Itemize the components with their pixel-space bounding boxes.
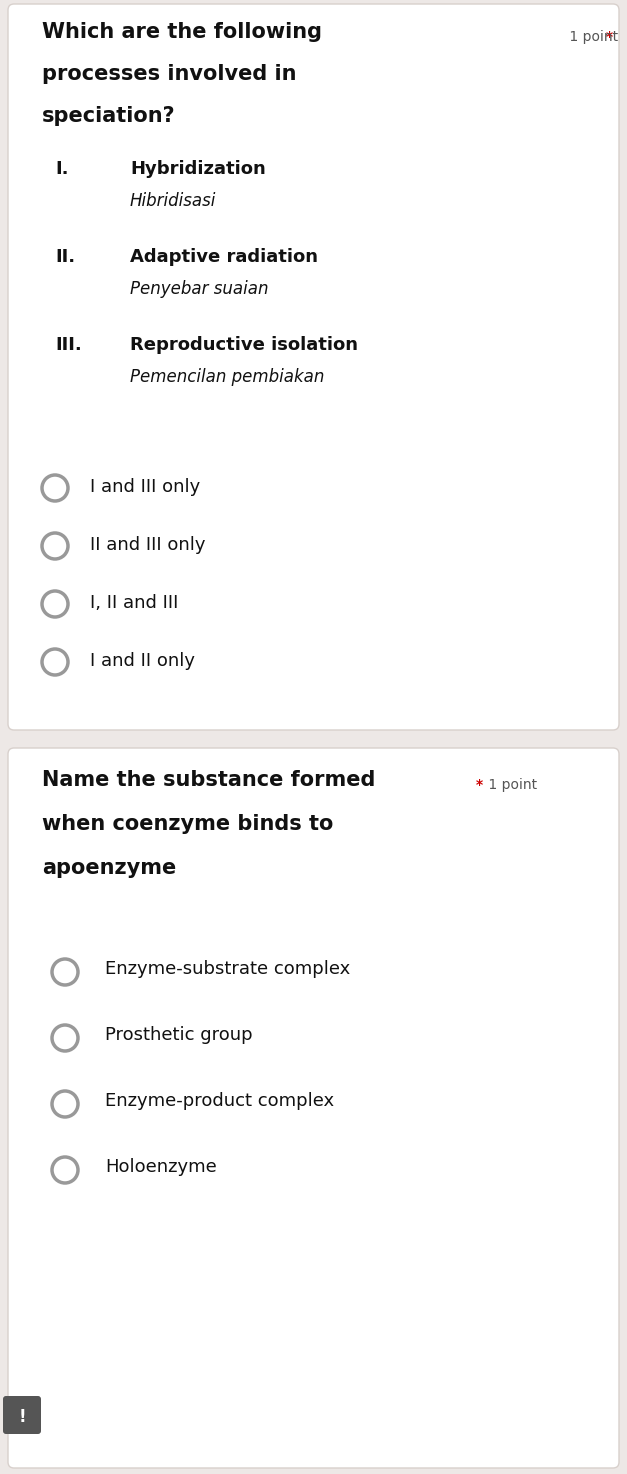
Text: Adaptive radiation: Adaptive radiation	[130, 248, 318, 265]
Text: *: *	[476, 778, 483, 792]
Text: Prosthetic group: Prosthetic group	[105, 1026, 253, 1044]
Circle shape	[52, 1157, 78, 1184]
Text: when coenzyme binds to: when coenzyme binds to	[42, 814, 334, 834]
Text: I and III only: I and III only	[90, 478, 200, 495]
Text: Pemencilan pembiakan: Pemencilan pembiakan	[130, 368, 324, 386]
Text: Hibridisasi: Hibridisasi	[130, 192, 216, 209]
Circle shape	[42, 475, 68, 501]
Circle shape	[52, 960, 78, 985]
Text: 1 point: 1 point	[565, 29, 618, 44]
Text: Name the substance formed: Name the substance formed	[42, 769, 376, 790]
Text: Enzyme-substrate complex: Enzyme-substrate complex	[105, 960, 350, 979]
Text: I, II and III: I, II and III	[90, 594, 178, 612]
Text: I.: I.	[55, 161, 68, 178]
Text: Which are the following: Which are the following	[42, 22, 322, 41]
FancyBboxPatch shape	[3, 1396, 41, 1434]
Text: Holoenzyme: Holoenzyme	[105, 1159, 217, 1176]
Text: Enzyme-product complex: Enzyme-product complex	[105, 1092, 334, 1110]
Text: Hybridization: Hybridization	[130, 161, 266, 178]
Circle shape	[42, 534, 68, 559]
Circle shape	[42, 591, 68, 618]
Text: 1 point: 1 point	[484, 778, 537, 792]
Circle shape	[52, 1024, 78, 1051]
FancyBboxPatch shape	[8, 747, 619, 1468]
Text: Reproductive isolation: Reproductive isolation	[130, 336, 358, 354]
Text: I and II only: I and II only	[90, 652, 195, 671]
Text: !: !	[18, 1408, 26, 1425]
FancyBboxPatch shape	[8, 4, 619, 730]
Text: *: *	[606, 29, 613, 44]
Text: apoenzyme: apoenzyme	[42, 858, 176, 879]
Text: II and III only: II and III only	[90, 537, 206, 554]
Circle shape	[42, 649, 68, 675]
Text: III.: III.	[55, 336, 82, 354]
Text: speciation?: speciation?	[42, 106, 176, 125]
Text: processes involved in: processes involved in	[42, 63, 297, 84]
Text: Penyebar suaian: Penyebar suaian	[130, 280, 268, 298]
Circle shape	[52, 1091, 78, 1117]
Text: II.: II.	[55, 248, 75, 265]
